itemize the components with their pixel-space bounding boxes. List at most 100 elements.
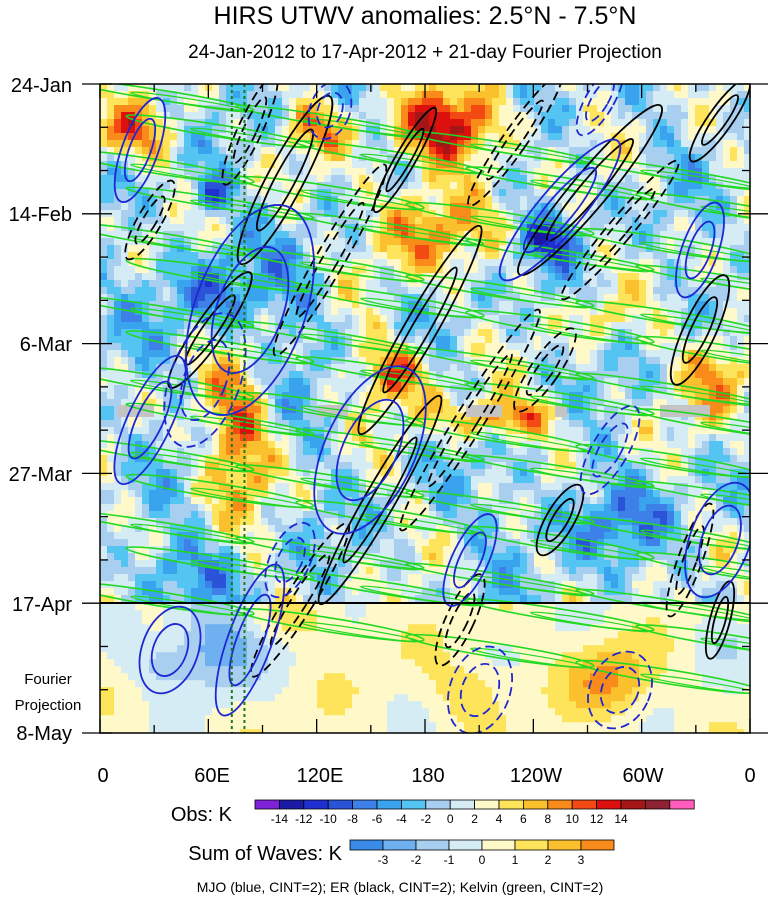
anomaly-cell — [527, 350, 535, 358]
anomaly-cell — [177, 406, 185, 414]
anomaly-cell — [450, 126, 458, 134]
anomaly-cell — [373, 175, 381, 183]
anomaly-cell — [653, 399, 661, 407]
anomaly-cell — [744, 371, 750, 379]
anomaly-cell — [373, 217, 381, 225]
anomaly-cell — [520, 385, 528, 393]
anomaly-cell — [317, 343, 325, 351]
anomaly-cell — [282, 427, 290, 435]
anomaly-cell — [450, 315, 458, 323]
anomaly-cell — [513, 126, 521, 134]
anomaly-cell — [639, 378, 647, 386]
anomaly-cell — [352, 427, 360, 435]
anomaly-cell — [394, 126, 402, 134]
anomaly-cell — [163, 112, 171, 120]
anomaly-cell — [100, 336, 108, 344]
anomaly-cell — [646, 266, 654, 274]
anomaly-cell — [709, 217, 717, 225]
anomaly-cell — [247, 357, 255, 365]
anomaly-cell — [415, 406, 423, 414]
anomaly-cell — [478, 175, 486, 183]
anomaly-cell — [723, 189, 731, 197]
anomaly-cell — [562, 357, 570, 365]
anomaly-cell — [254, 371, 262, 379]
anomaly-cell — [394, 406, 402, 414]
anomaly-cell — [352, 147, 360, 155]
anomaly-cell — [359, 175, 367, 183]
anomaly-cell — [464, 280, 472, 288]
anomaly-cell — [541, 119, 549, 127]
anomaly-cell — [303, 91, 311, 99]
anomaly-cell — [597, 196, 605, 204]
anomaly-cell — [387, 238, 395, 246]
anomaly-cell — [688, 427, 696, 435]
anomaly-cell — [128, 273, 136, 281]
anomaly-cell — [646, 168, 654, 176]
anomaly-cell — [723, 315, 731, 323]
anomaly-cell — [562, 434, 570, 442]
anomaly-cell — [422, 294, 430, 302]
anomaly-cell — [667, 448, 675, 456]
anomaly-cell — [527, 119, 535, 127]
anomaly-cell — [695, 140, 703, 148]
anomaly-cell — [730, 385, 738, 393]
anomaly-cell — [303, 280, 311, 288]
anomaly-cell — [527, 203, 535, 211]
anomaly-cell — [310, 308, 318, 316]
anomaly-cell — [261, 322, 269, 330]
anomaly-cell — [324, 203, 332, 211]
anomaly-cell — [646, 154, 654, 162]
anomaly-cell — [254, 448, 262, 456]
anomaly-cell — [177, 420, 185, 428]
anomaly-cell — [261, 378, 269, 386]
anomaly-cell — [562, 427, 570, 435]
anomaly-cell — [366, 245, 374, 253]
anomaly-cell — [436, 182, 444, 190]
anomaly-cell — [345, 364, 353, 372]
anomaly-cell — [107, 329, 115, 337]
anomaly-cell — [366, 420, 374, 428]
anomaly-cell — [576, 140, 584, 148]
anomaly-cell — [303, 217, 311, 225]
anomaly-cell — [660, 308, 668, 316]
anomaly-cell — [212, 210, 220, 218]
anomaly-cell — [303, 112, 311, 120]
anomaly-cell — [380, 168, 388, 176]
anomaly-cell — [331, 378, 339, 386]
anomaly-cell — [709, 301, 717, 309]
anomaly-cell — [702, 84, 710, 92]
anomaly-cell — [653, 154, 661, 162]
anomaly-cell — [352, 350, 360, 358]
anomaly-cell — [723, 168, 731, 176]
anomaly-cell — [541, 392, 549, 400]
anomaly-cell — [114, 308, 122, 316]
anomaly-cell — [534, 161, 542, 169]
anomaly-cell — [506, 105, 514, 113]
anomaly-cell — [303, 140, 311, 148]
anomaly-cell — [471, 196, 479, 204]
anomaly-cell — [548, 266, 556, 274]
anomaly-cell — [457, 343, 465, 351]
anomaly-cell — [534, 84, 542, 92]
anomaly-cell — [695, 350, 703, 358]
anomaly-cell — [282, 126, 290, 134]
anomaly-cell — [226, 413, 234, 421]
anomaly-cell — [611, 196, 619, 204]
anomaly-cell — [485, 399, 493, 407]
anomaly-cell — [443, 420, 451, 428]
anomaly-cell — [646, 427, 654, 435]
anomaly-cell — [366, 371, 374, 379]
anomaly-cell — [562, 119, 570, 127]
anomaly-cell — [429, 196, 437, 204]
anomaly-cell — [373, 112, 381, 120]
anomaly-cell — [443, 196, 451, 204]
anomaly-cell — [513, 189, 521, 197]
anomaly-cell — [338, 203, 346, 211]
anomaly-cell — [513, 231, 521, 239]
anomaly-cell — [723, 266, 731, 274]
anomaly-cell — [317, 378, 325, 386]
anomaly-cell — [520, 287, 528, 295]
anomaly-cell — [170, 147, 178, 155]
anomaly-cell — [352, 413, 360, 421]
anomaly-cell — [135, 98, 143, 106]
